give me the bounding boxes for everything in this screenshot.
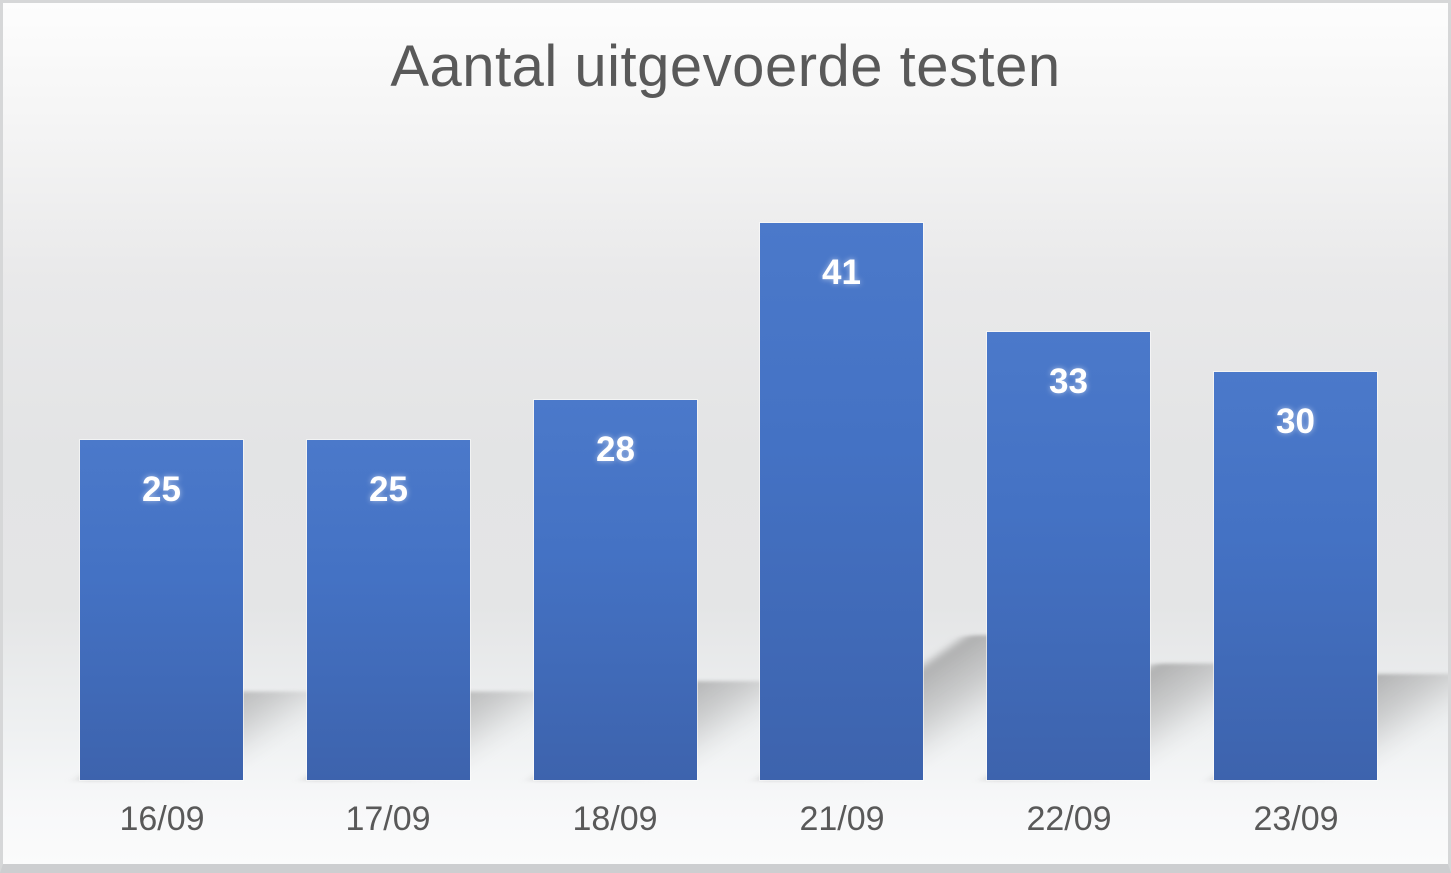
bar: 33 [987,332,1150,780]
x-axis-label: 17/09 [345,800,431,838]
plot-area: 25 25 28 41 33 30 16/09 17/09 18/09 21/09 22/09 23/… [3,3,1448,864]
bar: 25 [80,440,243,780]
bar-value-label: 28 [596,430,635,469]
bar: 41 [760,223,923,780]
bar-value-label: 33 [1049,362,1088,401]
bar-value-label: 25 [369,470,408,509]
x-axis-label: 23/09 [1253,800,1339,838]
x-axis-label: 18/09 [572,800,658,838]
x-axis-label: 21/09 [799,800,885,838]
bar-value-label: 30 [1276,402,1315,441]
x-axis-label: 16/09 [119,800,205,838]
bar-value-label: 41 [822,253,861,292]
bar: 30 [1214,372,1377,780]
x-axis-label: 22/09 [1026,800,1112,838]
bar-value-label: 25 [142,470,181,509]
bar: 25 [307,440,470,780]
bar: 28 [534,400,697,780]
chart-title: Aantal uitgevoerde testen [390,34,1061,99]
